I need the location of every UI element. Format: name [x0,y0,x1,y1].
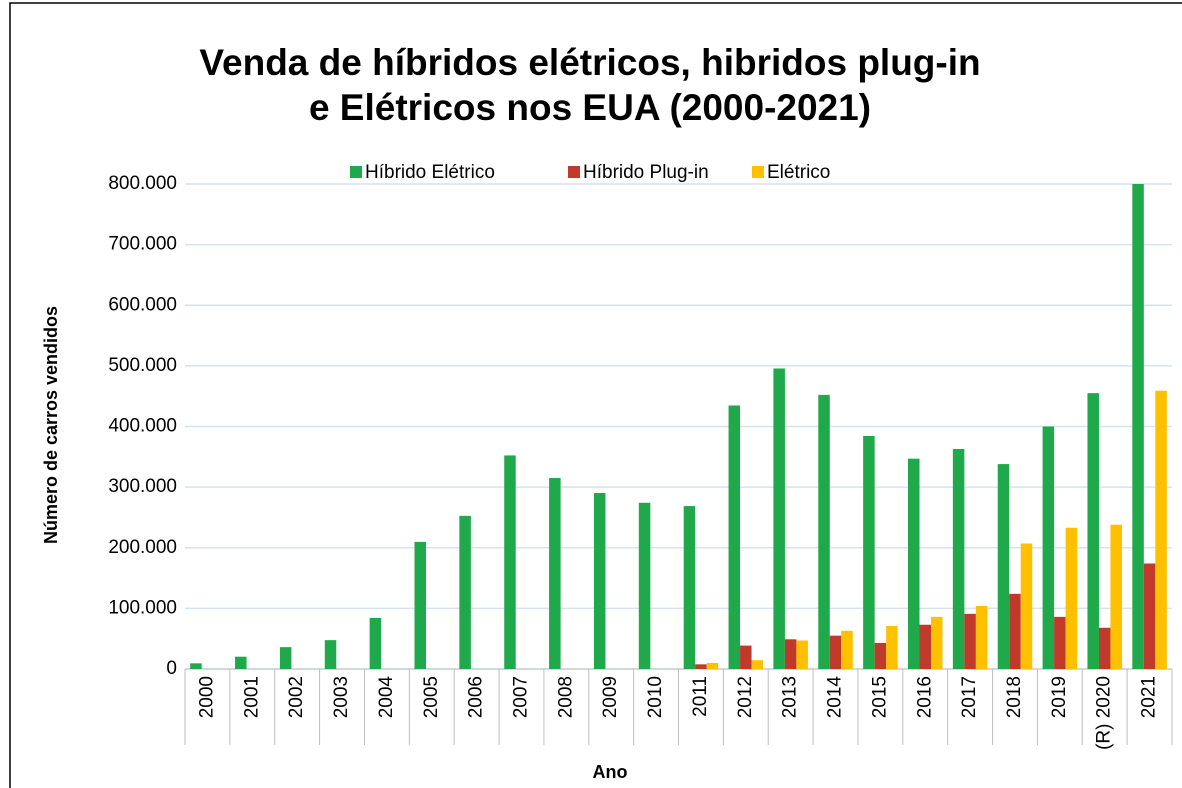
y-tick-label: 0 [166,658,177,679]
x-tick-label: 2019 [1049,676,1070,718]
bar [728,405,741,669]
legend-label: Híbrido Elétrico [365,162,495,183]
bar [1009,593,1021,669]
y-tick-label: 100.000 [108,597,177,618]
x-tick-label: 2016 [914,676,935,718]
bar [1132,184,1144,669]
bar [975,605,988,669]
bar [773,368,785,669]
bar [784,639,797,669]
x-tick-label: 2009 [600,676,621,718]
bar [369,617,382,669]
x-tick-label: 2004 [376,676,397,719]
bar [952,449,965,669]
bar [706,662,719,669]
x-tick-label: 2018 [1004,676,1025,718]
x-tick-label: 2015 [869,676,890,718]
x-tick-label: 2000 [196,676,217,718]
bar [683,506,696,669]
bar [841,630,853,669]
bar [751,660,764,669]
bar [504,455,516,669]
bar [593,493,606,669]
chart-title: Venda de híbridos elétricos, hibridos pl… [199,42,980,83]
legend-swatch [752,166,764,178]
legend-label: Híbrido Plug-in [583,162,709,183]
bar [908,458,920,669]
bar [818,394,830,669]
x-tick-label: 2013 [780,676,801,718]
x-tick-label: 2012 [735,676,756,718]
bar [931,616,943,669]
x-tick-label: 2007 [510,676,531,718]
bar [886,625,898,669]
x-tick-label: 2003 [331,676,352,718]
x-tick-label: 2005 [421,676,442,718]
x-tick-label: (R) 2020 [1094,676,1115,750]
y-axis-label: Número de carros vendidos [41,306,61,544]
bar [964,613,976,669]
bar [695,664,707,669]
x-tick-label: 2006 [466,676,487,718]
y-tick-label: 800.000 [108,173,177,194]
bar [190,663,202,669]
legend-swatch [350,166,362,178]
bar [1155,390,1167,669]
bar [863,435,875,669]
bar [459,515,471,669]
y-tick-label: 300.000 [108,476,177,497]
x-tick-label: 2008 [555,676,576,718]
bar [1087,393,1099,669]
x-axis-label: Ano [593,762,628,782]
x-tick-label: 2010 [645,676,666,718]
chart-title: e Elétricos nos EUA (2000-2021) [309,87,871,128]
bar [740,645,752,669]
x-tick-label: 2011 [690,676,711,717]
x-tick-label: 2002 [286,676,307,718]
bar [414,541,426,669]
y-tick-label: 500.000 [108,355,177,376]
x-tick-label: 2001 [241,676,262,718]
bar [324,640,337,669]
legend-label: Elétrico [767,162,830,183]
legend-swatch [568,166,580,178]
bar [279,647,292,669]
y-tick-label: 400.000 [108,416,177,437]
bar [829,635,842,669]
bar [549,478,561,669]
x-tick-label: 2021 [1139,676,1160,718]
bar [919,624,931,669]
y-tick-label: 600.000 [108,294,177,315]
bar [1143,563,1156,669]
bar [638,502,651,669]
bar [1098,627,1111,669]
x-tick-label: 2014 [825,676,846,719]
y-tick-label: 700.000 [108,234,177,255]
bar [874,642,887,669]
bar [235,656,247,669]
bar [1020,543,1033,669]
bar [796,640,808,669]
bar [1054,616,1066,669]
x-tick-label: 2017 [959,676,980,718]
y-tick-label: 200.000 [108,537,177,558]
bar [1042,426,1055,669]
bar [1110,524,1122,669]
bar [1065,527,1078,669]
bar [997,464,1010,669]
